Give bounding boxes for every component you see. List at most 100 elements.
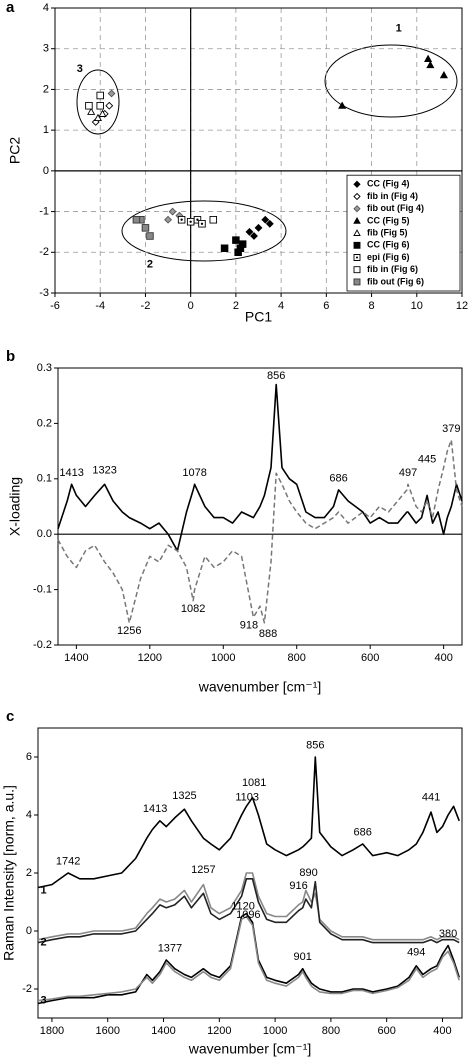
point [96,101,104,110]
annotation: 1325 [172,790,196,802]
annotation: 494 [407,947,425,959]
spectrum-line [37,915,460,1002]
annotation: 3 [77,63,83,75]
point [105,101,114,110]
annotation: 1082 [181,603,205,615]
legend-marker-dot [355,256,359,259]
y-tick-label: -2 [39,246,49,258]
y-axis-label: PC2 [7,137,23,164]
point [220,244,229,252]
x-tick-label: 12 [456,300,468,312]
annotation: 856 [306,739,324,751]
point [164,215,172,224]
spectrum-line [57,439,463,624]
point [93,113,103,122]
panel-label: c [6,708,14,725]
point [209,215,218,224]
legend-label: CC (Fig 6) [367,240,410,250]
legend-marker [353,205,361,213]
annotation: 1 [396,22,402,34]
x-tick-label: 1400 [64,652,88,664]
y-tick-label: 0.1 [37,473,52,485]
point-dot [196,218,199,221]
y-tick-label: 0.0 [37,528,52,540]
y-tick-label: 1 [43,124,49,136]
legend-label: CC (Fig 4) [367,179,410,189]
legend-label: fib in (Fig 4) [367,191,418,201]
x-tick-label: 0 [188,300,194,312]
y-tick-label: 0.2 [37,417,52,429]
legend-marker [353,180,361,188]
x-tick-label: -6 [50,300,60,312]
point [146,232,154,240]
x-tick-label: -2 [141,300,151,312]
point [254,223,263,232]
annotation: 2 [147,258,153,270]
annotation: 1323 [92,464,116,476]
annotation: 1256 [117,625,141,637]
x-tick-label: 1000 [211,652,235,664]
annotation: 1120 [231,900,255,912]
x-axis-label: wavenumber [cm⁻¹] [188,1041,312,1057]
point [261,215,270,224]
annotation: 918 [240,620,258,632]
legend-label: CC (Fig 5) [367,215,410,225]
annotation: 441 [422,792,440,804]
y-tick-label: 0 [26,925,32,937]
annotation: 1078 [182,467,206,479]
x-tick-label: 800 [322,1025,340,1037]
point-dot [180,218,183,221]
y-tick-label: -2 [22,983,32,995]
point [250,232,258,240]
y-tick-label: 6 [26,751,32,763]
point [265,219,274,228]
point-dot [189,220,192,223]
spectrum-line [37,872,460,941]
point [96,91,104,100]
y-axis-label: Raman Intensity [norm, a.u.] [1,785,17,961]
annotation: 1257 [191,864,215,876]
point [85,101,93,110]
y-tick-label: 2 [26,867,32,879]
legend-marker [353,278,361,286]
point [424,54,433,62]
point [245,227,254,236]
cluster-ellipse [76,69,120,135]
x-tick-label: 600 [361,652,379,664]
point [132,215,141,224]
legend-label: fib (Fig 5) [367,227,408,237]
annotation: 916 [289,880,307,892]
spectrum-line [37,756,460,889]
annotation: 1413 [59,467,83,479]
point [234,248,242,257]
y-tick-label: 3 [43,43,49,55]
legend-label: fib out (Fig 4) [367,203,424,213]
spectrum-line [37,878,460,944]
x-tick-label: 2 [233,300,239,312]
cluster-ellipse [121,200,287,262]
annotation: 445 [418,453,436,465]
annotation: 888 [259,628,277,640]
y-tick-label: -0.2 [33,639,52,651]
y-tick-label: 0.3 [37,362,52,374]
x-tick-label: 1000 [263,1025,287,1037]
annotation: 901 [294,951,312,963]
point [107,89,116,98]
x-tick-label: 800 [288,652,306,664]
y-tick-label: 4 [43,2,49,14]
point [98,109,107,117]
legend-label: fib out (Fig 6) [367,276,424,286]
y-tick-label: 0 [43,165,49,177]
annotation: 1081 [242,777,266,789]
y-tick-label: -0.1 [33,584,52,596]
point [168,207,177,216]
point [439,70,448,79]
y-axis-label: X-loading [7,477,23,536]
x-axis-label: wavenumber [cm⁻¹] [198,679,322,695]
legend-box [346,174,461,292]
legend-label: epi (Fig 6) [367,252,410,262]
point [338,101,347,109]
legend-marker [353,229,361,236]
x-tick-label: 6 [323,300,329,312]
annotation: 890 [299,867,317,879]
